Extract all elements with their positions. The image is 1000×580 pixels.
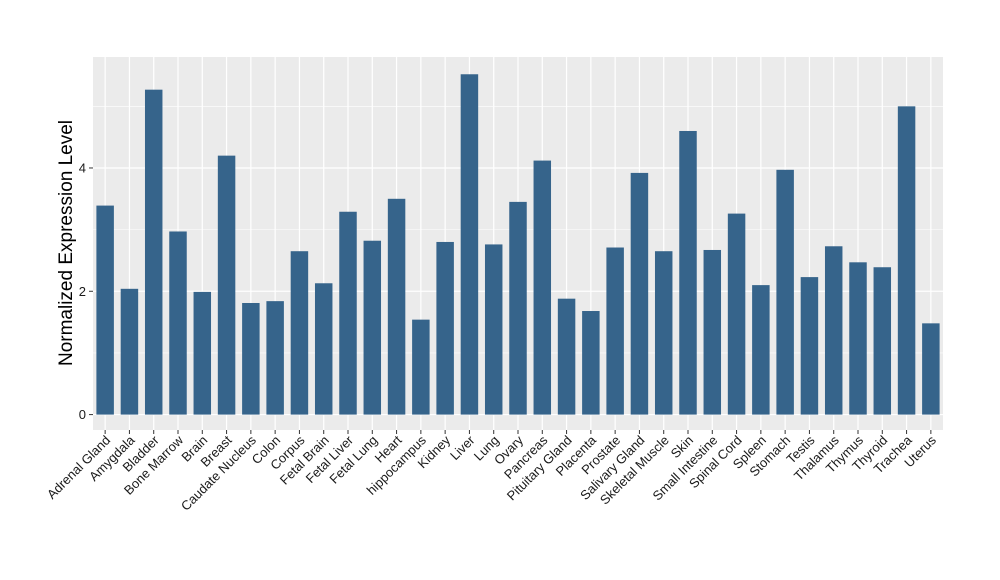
bar xyxy=(387,198,406,415)
bar xyxy=(630,172,649,415)
bar xyxy=(849,262,867,415)
bar xyxy=(703,249,722,415)
y-tick-label: 4 xyxy=(79,160,86,175)
x-tick-label: Liver xyxy=(447,432,478,463)
bar xyxy=(266,301,284,415)
bar xyxy=(314,283,333,415)
bar xyxy=(654,251,673,415)
bar xyxy=(582,311,600,415)
y-tick-label: 2 xyxy=(79,284,86,299)
bar xyxy=(363,240,382,415)
y-tick-label: 0 xyxy=(79,407,86,422)
bar xyxy=(800,277,819,415)
bar xyxy=(242,302,260,415)
y-axis-title: Normalized Expression Level xyxy=(56,120,77,366)
bar xyxy=(96,205,114,415)
bar xyxy=(752,285,770,415)
bars xyxy=(96,74,940,415)
bar xyxy=(606,247,624,415)
bar xyxy=(873,267,892,415)
bar xyxy=(557,298,576,415)
bar xyxy=(824,246,843,415)
bar xyxy=(897,106,916,415)
bar xyxy=(533,160,552,415)
bar xyxy=(290,251,309,415)
bar xyxy=(509,201,527,415)
bar xyxy=(193,291,212,415)
bar xyxy=(484,244,503,415)
bar xyxy=(679,130,697,415)
bar xyxy=(339,211,357,415)
bar xyxy=(727,213,746,415)
bar xyxy=(169,231,187,415)
bar xyxy=(217,155,236,415)
y-axis: 0 2 4 xyxy=(79,160,93,422)
bar xyxy=(120,288,139,415)
bar xyxy=(922,323,940,415)
bar xyxy=(436,241,454,415)
bar xyxy=(412,319,430,415)
bar xyxy=(144,89,163,415)
bar xyxy=(460,74,479,415)
bar xyxy=(776,169,794,415)
